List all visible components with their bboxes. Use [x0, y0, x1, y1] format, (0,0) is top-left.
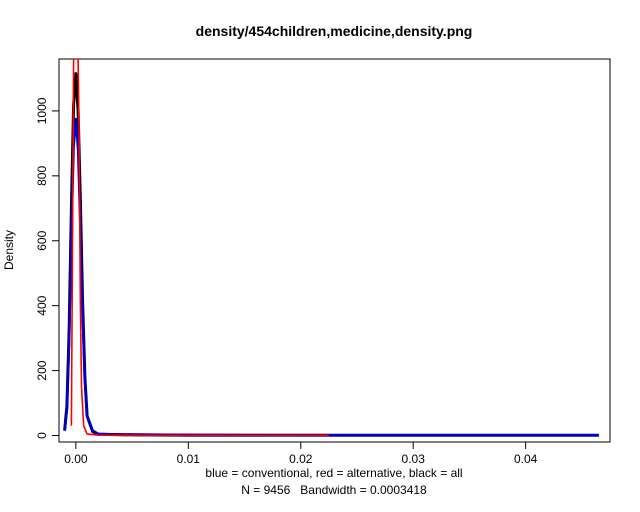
x-tick-label: 0.03	[402, 452, 426, 466]
density-line-1	[63, 117, 599, 437]
x-tick-label: 0.01	[177, 452, 201, 466]
x-axis-sublabel: N = 9456 Bandwidth = 0.0003418	[241, 483, 427, 497]
x-tick-label: 0.00	[64, 452, 88, 466]
y-axis: 0 200 400 600 800 1000	[35, 97, 60, 439]
y-tick-label: 400	[35, 295, 49, 315]
x-tick-label: 0.04	[514, 452, 538, 466]
y-tick-label: 600	[35, 230, 49, 250]
chart-title: density/454children,medicine,density.png	[196, 23, 473, 39]
density-line-0	[63, 72, 599, 437]
x-tick-label: 0.02	[289, 452, 313, 466]
y-tick-label: 0	[35, 432, 49, 439]
y-tick-label: 1000	[35, 97, 49, 124]
series-group	[63, 59, 599, 437]
plot-frame	[58, 58, 611, 443]
y-axis-label: Density	[2, 230, 16, 270]
x-axis: 0.00 0.01 0.02 0.03 0.04	[64, 441, 538, 466]
y-tick-label: 800	[35, 166, 49, 186]
y-tick-label: 200	[35, 360, 49, 380]
x-axis-label: blue = conventional, red = alternative, …	[205, 466, 462, 480]
density-line-2	[70, 59, 329, 437]
